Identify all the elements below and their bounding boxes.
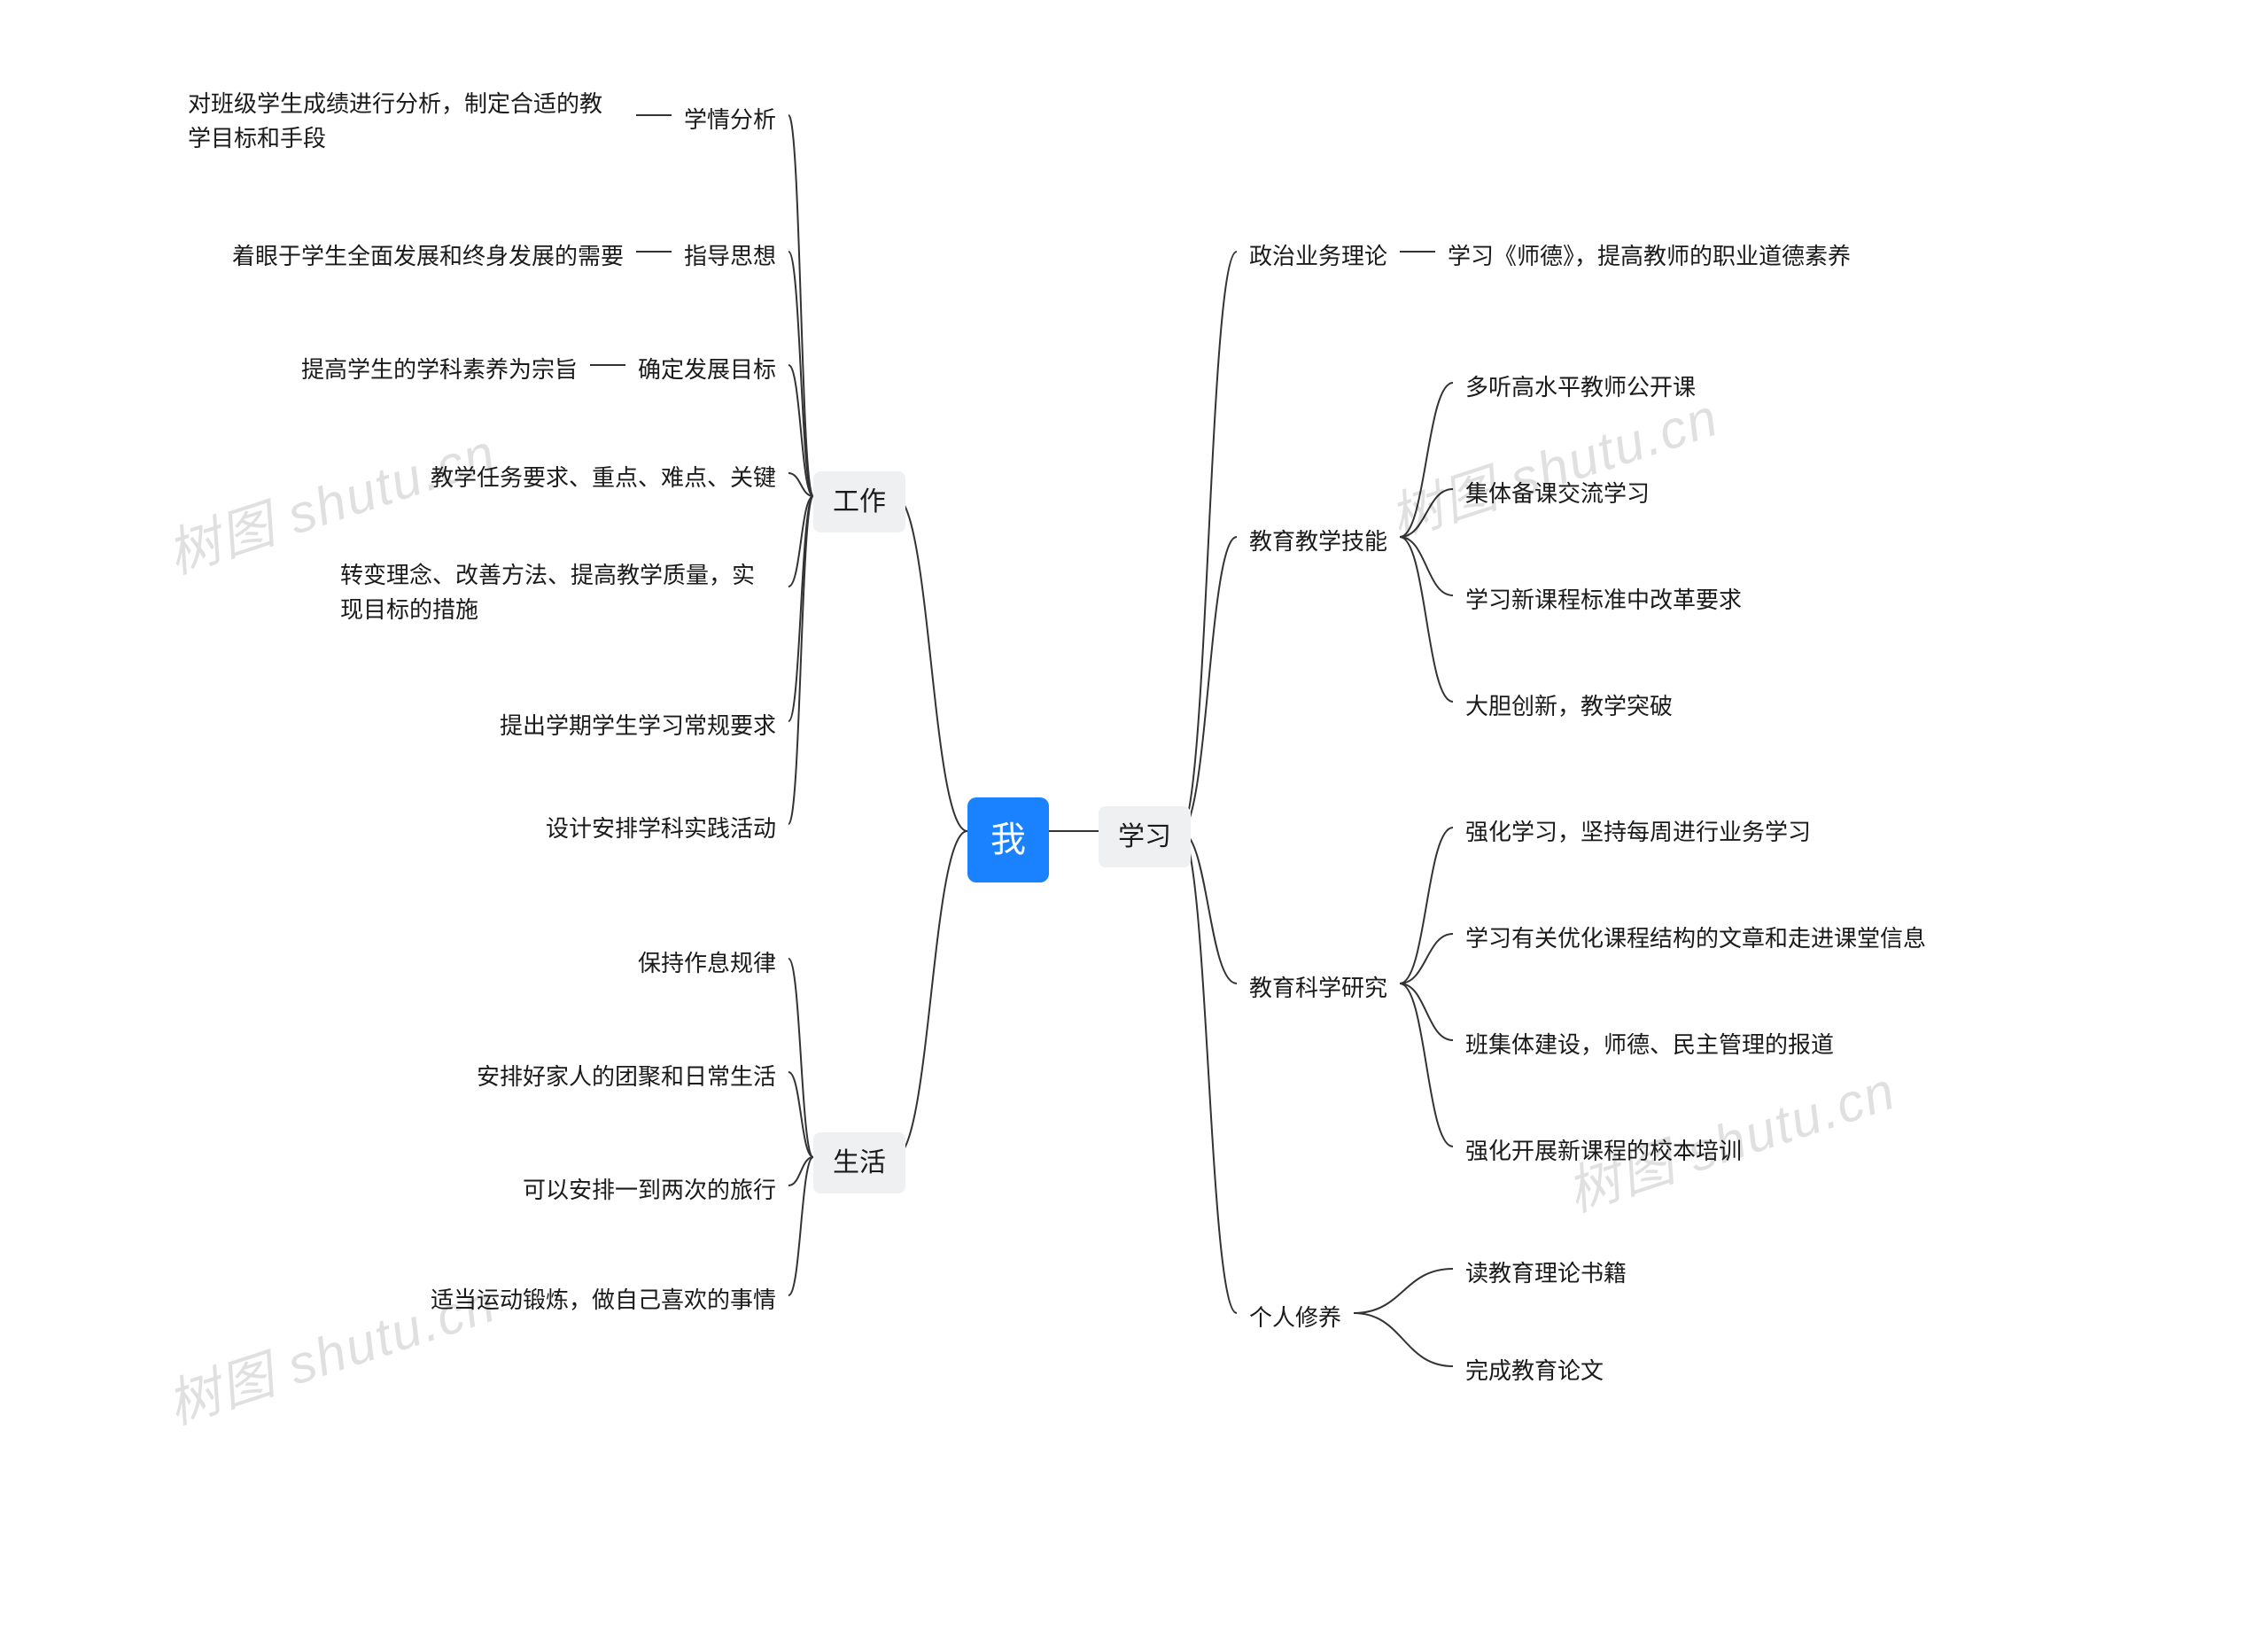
study-leaf-2-1: 学习有关优化课程结构的文章和走进课堂信息: [1453, 914, 1938, 963]
life-leaf-0: 保持作息规律: [625, 939, 788, 988]
study-leaf-2-3: 强化开展新课程的校本培训: [1453, 1127, 1754, 1176]
study-leaf-1-2: 学习新课程标准中改革要求: [1453, 576, 1754, 625]
work-leaf-4: 转变理念、改善方法、提高教学质量，实现目标的措施: [328, 551, 788, 634]
study-leaf-0-0: 学习《师德》，提高教师的职业道德素养: [1435, 232, 1863, 281]
life-leaf-3: 适当运动锻炼，做自己喜欢的事情: [418, 1276, 788, 1325]
study-leaf-3-0: 读教育理论书籍: [1453, 1249, 1639, 1298]
work-leaf-3: 教学任务要求、重点、难点、关键: [418, 454, 788, 502]
study-leaf-1-0: 多听高水平教师公开课: [1453, 363, 1708, 412]
study-group-1: 教育教学技能: [1237, 517, 1400, 566]
work-mid-1: 指导思想: [672, 232, 788, 281]
work-leaf-0: 对班级学生成绩进行分析，制定合适的教学目标和手段: [175, 80, 636, 163]
study-leaf-1-3: 大胆创新，教学突破: [1453, 682, 1685, 731]
study-group-0: 政治业务理论: [1237, 232, 1400, 281]
main-life[interactable]: 生活: [813, 1132, 905, 1193]
work-leaf-1: 着眼于学生全面发展和终身发展的需要: [220, 232, 636, 281]
work-leaf-5: 提出学期学生学习常规要求: [487, 702, 788, 750]
main-study[interactable]: 学习: [1099, 806, 1191, 867]
work-mid-0: 学情分析: [672, 96, 788, 144]
study-leaf-3-1: 完成教育论文: [1453, 1347, 1616, 1395]
root-node[interactable]: 我: [967, 797, 1049, 882]
study-leaf-1-1: 集体备课交流学习: [1453, 470, 1662, 518]
study-leaf-2-0: 强化学习，坚持每周进行业务学习: [1453, 808, 1823, 857]
mindmap-canvas: 我 树图 shutu.cn 树图 shutu.cn 树图 shutu.cn 树图…: [0, 0, 2268, 1648]
study-group-3: 个人修养: [1237, 1294, 1354, 1342]
life-leaf-2: 可以安排一到两次的旅行: [510, 1166, 788, 1215]
work-leaf-2: 提高学生的学科素养为宗旨: [289, 346, 590, 394]
main-work[interactable]: 工作: [813, 471, 905, 532]
life-leaf-1: 安排好家人的团聚和日常生活: [464, 1053, 788, 1101]
study-leaf-2-2: 班集体建设，师德、民主管理的报道: [1453, 1021, 1846, 1069]
work-mid-2: 确定发展目标: [625, 346, 788, 394]
study-group-2: 教育科学研究: [1237, 964, 1400, 1013]
work-leaf-6: 设计安排学科实践活动: [533, 805, 788, 853]
